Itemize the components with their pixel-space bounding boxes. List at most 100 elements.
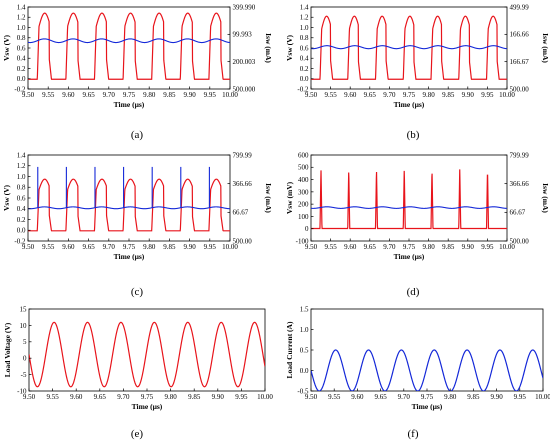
x-tick-label: 9.55: [324, 243, 337, 251]
x-tick-label: 9.65: [364, 243, 377, 251]
x-tick-label: 9.95: [204, 243, 217, 251]
y-tick-label: -10: [17, 387, 27, 395]
x-tick-label: 9.50: [305, 91, 318, 99]
y2-tick-label: 799.99: [510, 151, 530, 159]
y-tick-label: 300: [298, 188, 309, 196]
y2-tick-label: 399.990: [233, 3, 256, 11]
series-line-vsw: [28, 178, 230, 232]
x-tick-label: 9.85: [188, 393, 201, 401]
x-tick-label: 9.95: [235, 393, 248, 401]
y-tick-label: 0.4: [17, 205, 26, 213]
y2-tick-label: 499.99: [510, 3, 530, 11]
y-axis-label: Vsw (V): [2, 184, 11, 211]
y2-tick-label: 66.67: [510, 209, 526, 217]
x-tick-label: 10.00: [499, 91, 515, 99]
series-line-vsw: [29, 321, 265, 388]
y2-axis-label: Isw (mA): [264, 183, 273, 213]
x-tick-label: 9.55: [46, 393, 59, 401]
x-tick-label: 9.60: [351, 393, 364, 401]
x-tick-label: 9.70: [103, 243, 116, 251]
y-tick-label: 0: [23, 355, 27, 363]
y-tick-label: -5: [21, 371, 27, 379]
x-axis-label: Time (µs): [394, 100, 425, 109]
x-tick-label: 9.90: [490, 393, 503, 401]
x-tick-label: 9.85: [163, 91, 176, 99]
y-tick-label: 0.5: [300, 346, 309, 354]
y-tick-label: 1.2: [17, 14, 26, 22]
y-tick-label: 1.2: [300, 14, 309, 22]
x-tick-label: 9.50: [22, 91, 35, 99]
y-axis-label: Load Voltage (V): [3, 322, 12, 377]
series-line-vsw: [311, 169, 507, 230]
x-tick-label: 9.70: [383, 243, 396, 251]
x-tick-label: 10.00: [257, 393, 273, 401]
x-tick-label: 9.80: [444, 393, 457, 401]
y-axis-label: Load Current (A): [285, 321, 294, 378]
x-axis-label: Time (µs): [114, 100, 145, 109]
y-tick-label: 400: [298, 176, 309, 184]
panel-caption: (e): [131, 428, 144, 440]
y2-tick-label: 500.00: [510, 237, 530, 245]
y-tick-label: 1.4: [300, 3, 309, 11]
panel-caption: (a): [131, 129, 144, 141]
x-tick-label: 9.75: [403, 91, 416, 99]
y-tick-label: 1.2: [17, 162, 26, 170]
x-tick-label: 9.80: [422, 91, 435, 99]
y-tick-label: -0.2: [297, 85, 309, 93]
y2-tick-label: 200.003: [233, 58, 256, 66]
x-tick-label: 9.60: [344, 91, 357, 99]
x-tick-label: 9.95: [514, 393, 527, 401]
y-tick-label: 1.0: [17, 173, 26, 181]
x-tick-label: 9.55: [324, 91, 337, 99]
x-axis-label: Time (µs): [114, 252, 145, 261]
series-line-isw: [28, 206, 230, 210]
y-tick-label: 500: [298, 164, 309, 172]
x-tick-label: 9.80: [164, 393, 177, 401]
y2-tick-label: 500.00: [233, 237, 253, 245]
y-tick-label: 600: [298, 151, 309, 159]
y-tick-label: 10: [20, 322, 28, 330]
y2-tick-label: 366.66: [510, 180, 530, 188]
panel-c: 9.50 9.55 9.60 9.65 9.70 9.75 9.80 9.85 9.90 9.95…: [2, 151, 273, 298]
series-line-isw: [311, 45, 507, 50]
x-tick-label: 10.00: [499, 243, 515, 251]
x-tick-label: 9.65: [82, 243, 95, 251]
x-tick-label: 9.90: [462, 91, 475, 99]
y-tick-label: 0.4: [17, 55, 26, 63]
panel-caption: (f): [408, 428, 419, 440]
x-tick-label: 9.60: [62, 243, 75, 251]
y-tick-label: 0.6: [17, 194, 26, 202]
x-tick-label: 9.65: [82, 91, 95, 99]
panel-a: 9.50 9.55 9.60 9.65 9.70 9.75 9.80 9.85 9.90 9.95…: [2, 3, 273, 141]
x-tick-label: 10.00: [535, 393, 550, 401]
panel-caption: (d): [407, 286, 420, 298]
y-tick-label: 5: [23, 338, 27, 346]
x-tick-label: 10.00: [222, 91, 238, 99]
x-tick-label: 9.80: [143, 91, 156, 99]
series-line-vsw: [28, 12, 230, 80]
x-axis-label: Time (µs): [132, 402, 163, 411]
y2-tick-label: 99.993: [233, 31, 253, 39]
plot-frame: [27, 6, 231, 90]
x-tick-label: 9.85: [163, 243, 176, 251]
x-tick-label: 9.65: [374, 393, 387, 401]
y2-tick-label: 500.00: [510, 85, 530, 93]
x-tick-label: 9.60: [344, 243, 357, 251]
y-tick-label: 0.2: [17, 216, 26, 224]
x-tick-label: 9.50: [23, 393, 36, 401]
y2-tick-label: 66.67: [233, 209, 249, 217]
x-tick-label: 9.70: [383, 91, 396, 99]
panel-caption: (b): [407, 129, 420, 141]
y-tick-label: 0.6: [17, 44, 26, 52]
series-line-isw: [28, 38, 230, 44]
x-tick-label: 9.55: [42, 243, 55, 251]
x-tick-label: 9.95: [204, 91, 217, 99]
x-tick-label: 10.00: [222, 243, 238, 251]
x-tick-label: 9.80: [143, 243, 156, 251]
y-tick-label: 1.0: [300, 326, 309, 334]
panel-b: 9.50 9.55 9.60 9.65 9.70 9.75 9.80 9.85 9.90 9.95…: [285, 3, 550, 141]
y-tick-label: 0.6: [300, 44, 309, 52]
panel-f: 9.50 9.55 9.60 9.65 9.70 9.75 9.80 9.85 9.90 9.95…: [285, 305, 550, 440]
y2-axis-label: Isw (mA): [541, 33, 550, 63]
